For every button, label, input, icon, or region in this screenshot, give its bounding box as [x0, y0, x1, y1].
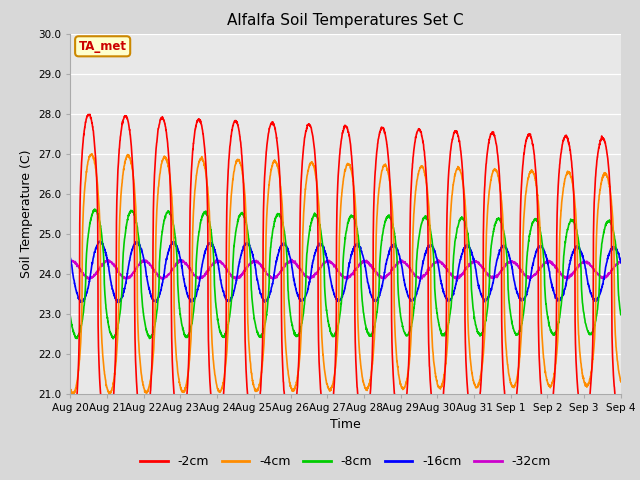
-8cm: [109, 336, 117, 342]
-2cm: [278, 338, 285, 344]
-4cm: [607, 190, 614, 195]
-32cm: [67, 257, 74, 263]
Line: -32cm: -32cm: [70, 259, 621, 279]
-32cm: [617, 259, 625, 265]
-32cm: [288, 256, 296, 262]
-2cm: [86, 111, 93, 117]
-2cm: [617, 418, 625, 423]
Line: -16cm: -16cm: [70, 241, 621, 302]
Line: -4cm: -4cm: [70, 154, 621, 395]
-4cm: [67, 387, 74, 393]
-16cm: [607, 248, 614, 253]
-16cm: [278, 242, 285, 248]
-32cm: [547, 259, 555, 265]
-4cm: [278, 197, 285, 203]
-8cm: [130, 210, 138, 216]
-8cm: [547, 327, 555, 333]
-8cm: [163, 211, 170, 217]
-4cm: [130, 177, 138, 182]
-8cm: [278, 217, 285, 223]
X-axis label: Time: Time: [330, 418, 361, 431]
-2cm: [163, 129, 170, 134]
Text: TA_met: TA_met: [79, 40, 127, 53]
-2cm: [67, 431, 74, 436]
-8cm: [617, 312, 625, 318]
Title: Alfalfa Soil Temperatures Set C: Alfalfa Soil Temperatures Set C: [227, 13, 464, 28]
Legend: -2cm, -4cm, -8cm, -16cm, -32cm: -2cm, -4cm, -8cm, -16cm, -32cm: [135, 450, 556, 473]
Line: -8cm: -8cm: [70, 209, 621, 339]
-2cm: [607, 191, 614, 197]
-16cm: [67, 255, 74, 261]
-4cm: [70, 392, 77, 398]
-4cm: [547, 383, 555, 388]
-32cm: [269, 276, 277, 282]
-16cm: [547, 278, 555, 284]
-2cm: [547, 408, 555, 414]
-8cm: [302, 283, 310, 288]
-4cm: [302, 183, 310, 189]
-16cm: [302, 293, 310, 299]
-16cm: [95, 239, 103, 244]
-32cm: [129, 270, 137, 276]
-32cm: [278, 267, 285, 273]
-16cm: [617, 260, 625, 265]
-16cm: [115, 300, 122, 305]
-16cm: [130, 243, 138, 249]
Line: -2cm: -2cm: [70, 114, 621, 433]
-4cm: [88, 151, 96, 157]
-16cm: [163, 257, 170, 263]
-32cm: [162, 274, 170, 280]
-4cm: [617, 379, 625, 384]
Y-axis label: Soil Temperature (C): Soil Temperature (C): [20, 149, 33, 278]
-32cm: [607, 270, 614, 276]
-8cm: [91, 206, 99, 212]
-4cm: [163, 156, 170, 162]
-2cm: [302, 129, 310, 135]
-2cm: [130, 182, 138, 188]
-8cm: [607, 219, 614, 225]
-8cm: [67, 314, 74, 320]
-32cm: [302, 273, 310, 279]
-2cm: [67, 431, 74, 436]
